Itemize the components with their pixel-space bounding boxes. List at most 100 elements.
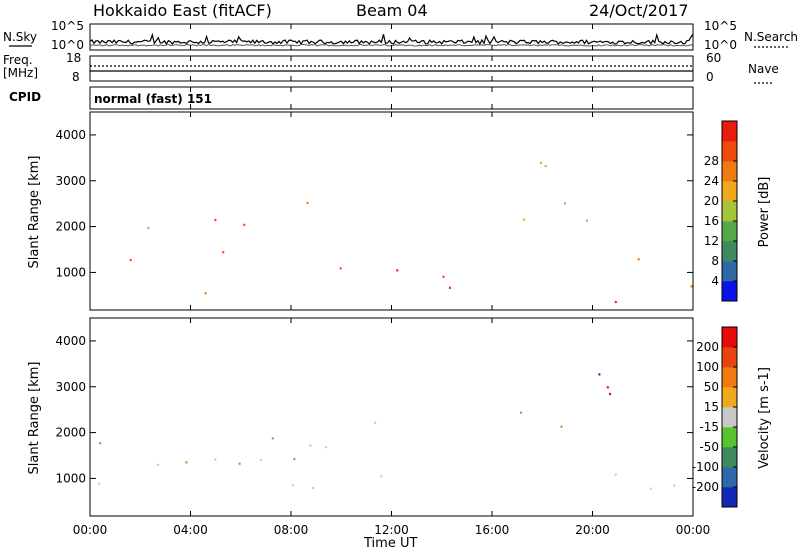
x-tick-label: 00:00 — [73, 523, 108, 537]
data-cell — [649, 487, 652, 490]
data-cell — [214, 458, 217, 461]
colorbar-tick-label: 200 — [696, 340, 719, 354]
colorbar-swatch — [722, 121, 737, 142]
power-panel-frame — [89, 111, 694, 311]
data-cell — [690, 285, 693, 288]
noise-tick-bottom-left: 10^0 — [51, 38, 84, 52]
data-cell — [520, 411, 522, 414]
colorbar-tick-label: 50 — [704, 380, 719, 394]
colorbar-swatch — [722, 261, 737, 282]
data-cell — [540, 161, 543, 164]
data-cell — [560, 425, 563, 428]
beam-title: Beam 04 — [356, 1, 428, 20]
power-colorbar: 4 8 12 16 20 24 28 — [704, 120, 738, 302]
freq-tick-bottom: 8 — [72, 70, 80, 84]
x-tick-label: 20:00 — [575, 523, 610, 537]
data-cell — [442, 275, 445, 278]
x-tick-label: 04:00 — [173, 523, 208, 537]
data-cell — [637, 258, 640, 261]
y-tick-label: 3000 — [55, 380, 86, 394]
data-cell — [243, 223, 246, 226]
nave-tick-bottom: 0 — [706, 70, 714, 84]
x-tick-label: 08:00 — [274, 523, 309, 537]
colorbar-frame — [721, 120, 738, 302]
x-tick-label: 16:00 — [475, 523, 510, 537]
colorbar-swatch — [722, 447, 737, 468]
noise-tick-bottom-right: 10^0 — [704, 38, 737, 52]
y-tick-label: 4000 — [55, 334, 86, 348]
colorbar-swatch — [722, 161, 737, 182]
data-cell — [204, 292, 207, 295]
freq-label-line2: [MHz] — [3, 66, 39, 80]
data-cell — [614, 300, 617, 304]
colorbar-swatch — [722, 327, 737, 348]
colorbar-tick-label: 100 — [696, 360, 719, 374]
colorbar-frame — [721, 326, 738, 508]
colorbar-tick-label: 20 — [704, 194, 719, 208]
data-cell — [522, 218, 525, 221]
colorbar-swatch — [722, 347, 737, 368]
colorbar-swatch — [722, 181, 737, 202]
data-cell — [586, 219, 588, 222]
x-ticks: 00:00 04:00 08:00 12:00 16:00 20:00 00:00 — [73, 24, 711, 537]
colorbar-swatch — [722, 201, 737, 222]
cpid-mode-text: normal (fast) 151 — [94, 92, 212, 106]
data-cell — [325, 446, 328, 449]
colorbar-tick-label: 16 — [704, 214, 719, 228]
colorbar-swatch — [722, 407, 737, 428]
y-tick-label: 2000 — [55, 426, 86, 440]
x-tick-label: 00:00 — [676, 523, 711, 537]
data-cell — [214, 218, 217, 222]
data-cell — [448, 286, 451, 289]
noise-sky-label: N.Sky — [3, 30, 38, 44]
y-tick-label: 2000 — [55, 220, 86, 234]
data-cell — [564, 202, 566, 205]
power-colorbar-label: Power [dB] — [757, 177, 772, 248]
data-cell — [260, 459, 263, 462]
colorbar-tick-label: 24 — [704, 174, 719, 188]
freq-label-line1: Freq. — [3, 53, 33, 67]
freq-tick-top: 18 — [66, 51, 82, 65]
data-cell — [129, 259, 132, 262]
data-cell — [222, 251, 225, 254]
date-title: 24/Oct/2017 — [589, 1, 689, 20]
data-cell — [293, 458, 296, 461]
colorbar-swatch — [722, 387, 737, 408]
data-cell — [238, 462, 241, 465]
data-cell — [99, 442, 102, 445]
colorbar-swatch — [722, 467, 737, 488]
velocity-ylabel: Slant Range [km] — [27, 362, 42, 475]
colorbar-tick-label: 12 — [704, 234, 719, 248]
velocity-heatmap — [98, 373, 676, 490]
data-cell — [271, 437, 274, 440]
colorbar-tick-label: -200 — [692, 480, 719, 494]
velocity-panel-frame — [89, 317, 694, 517]
noise-search-label: N.Search — [744, 30, 799, 44]
colorbar-swatch — [722, 221, 737, 242]
x-axis-label: Time UT — [364, 536, 418, 551]
colorbar-swatch — [722, 141, 737, 162]
data-cell — [309, 444, 312, 447]
colorbar-tick-label: 4 — [711, 274, 719, 288]
velocity-colorbar: 200 100 50 15 -15 -50 -100 -200 — [692, 326, 738, 508]
colorbar-swatch — [722, 367, 737, 388]
data-cell — [98, 482, 100, 485]
data-cell — [311, 486, 314, 490]
data-cell — [306, 201, 309, 205]
colorbar-swatch — [722, 241, 737, 262]
colorbar-tick-label: 15 — [704, 400, 719, 414]
power-ylabel: Slant Range [km] — [27, 156, 42, 269]
colorbar-tick-label: 8 — [711, 254, 719, 268]
y-tick-label: 4000 — [55, 128, 86, 142]
data-cell — [291, 484, 294, 487]
data-cell — [339, 267, 342, 270]
nave-tick-top: 60 — [706, 51, 722, 65]
data-cell — [544, 165, 547, 168]
colorbar-swatch — [722, 427, 737, 448]
data-cell — [614, 473, 617, 476]
colorbar-tick-label: -100 — [692, 460, 719, 474]
data-cell — [673, 484, 676, 487]
power-yticks: 1000 2000 3000 4000 — [55, 128, 693, 279]
nave-label: Nave — [748, 62, 779, 76]
